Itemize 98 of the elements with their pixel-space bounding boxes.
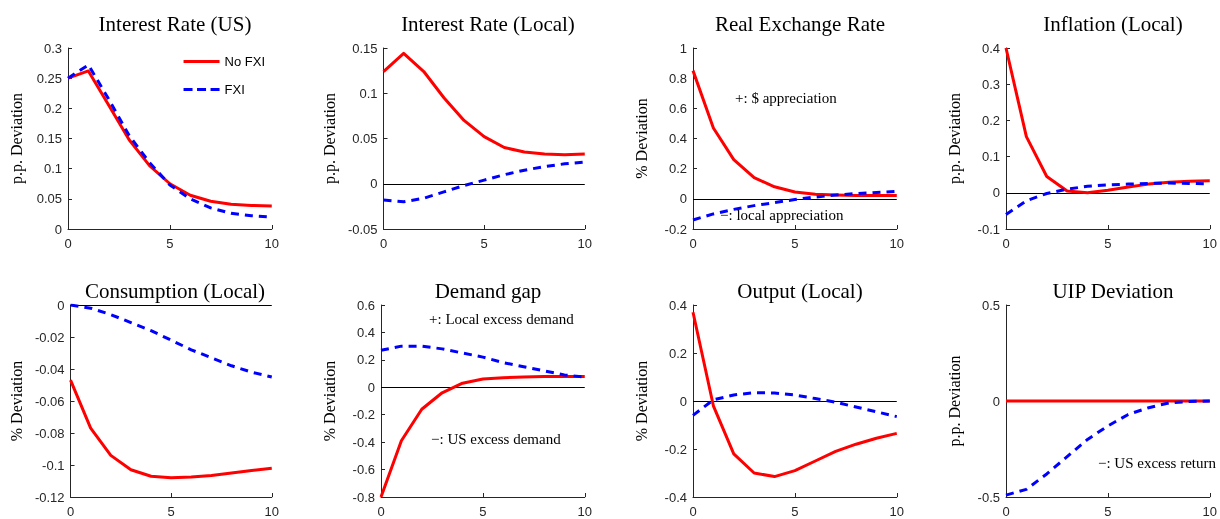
chart-title: Consumption (Local) — [84, 278, 266, 303]
chart-title: Inflation (Local) — [1042, 11, 1183, 36]
y-tick-label: 0 — [54, 221, 62, 237]
y-axis-title: p.p. Deviation — [320, 92, 338, 185]
x-tick-label: 5 — [478, 504, 486, 519]
y-axis-title: % Deviation — [320, 360, 337, 442]
x-tick-label: 10 — [577, 236, 592, 251]
chart-title: Interest Rate (Local) — [400, 11, 575, 36]
legend-label: FXI — [224, 82, 245, 97]
y-tick-label: 0.6 — [356, 297, 375, 313]
y-tick-label: 0.2 — [981, 112, 1000, 128]
y-tick-label: -0.2 — [664, 221, 687, 237]
y-tick-label: 0 — [367, 379, 375, 395]
y-tick-label: 0.2 — [356, 352, 375, 368]
x-tick-label: 0 — [689, 504, 697, 519]
y-tick-label: -0.06 — [34, 393, 65, 409]
y-tick-label: 0 — [369, 176, 378, 192]
y-tick-label: -0.12 — [34, 489, 65, 505]
line-series — [381, 160, 586, 204]
chart-title: Real Exchange Rate — [714, 11, 886, 36]
y-tick-label: 0 — [57, 297, 65, 313]
y-tick-label: 0.15 — [36, 131, 62, 146]
chart-title: Demand gap — [434, 278, 541, 303]
y-tick-label: 0.1 — [358, 85, 378, 101]
line-series — [69, 303, 274, 379]
chart-title: Interest Rate (US) — [98, 11, 252, 36]
y-tick-label: 0.25 — [36, 70, 62, 86]
x-tick-label: 0 — [689, 236, 697, 251]
line-series — [381, 51, 586, 157]
legend-label: No FXI — [224, 54, 266, 69]
y-tick-label: 0 — [679, 393, 687, 409]
x-tick-label: 0 — [66, 504, 75, 519]
x-tick-label: 10 — [577, 504, 592, 519]
y-tick-label: 0.4 — [356, 324, 375, 340]
x-tick-label: 5 — [166, 236, 174, 251]
y-tick-label: -0.4 — [352, 434, 375, 450]
y-tick-label: -0.6 — [352, 462, 375, 478]
x-tick-label: 5 — [791, 236, 799, 251]
y-tick-label: 0.15 — [351, 40, 378, 56]
y-axis-title: % Deviation — [7, 360, 25, 442]
y-tick-label: -0.2 — [352, 407, 375, 423]
x-tick-label: 5 — [791, 504, 799, 519]
y-tick-label: -0.1 — [977, 221, 1000, 237]
y-tick-label: -0.4 — [664, 489, 687, 505]
y-tick-label: -0.05 — [347, 221, 378, 237]
y-tick-label: 0.4 — [981, 40, 1000, 56]
y-tick-label: -0.5 — [977, 489, 1000, 505]
x-tick-label: 10 — [889, 236, 904, 251]
y-tick-label: 0.4 — [668, 297, 687, 313]
y-tick-label: 0.3 — [981, 76, 1000, 92]
chart-title: UIP Deviation — [1051, 278, 1174, 303]
annotation: −: local appreciation — [720, 206, 844, 223]
x-tick-label: 5 — [480, 236, 488, 251]
line-series — [691, 391, 899, 419]
line-series — [691, 69, 899, 198]
x-tick-label: 10 — [889, 504, 904, 519]
x-tick-label: 10 — [264, 504, 279, 519]
x-tick-label: 10 — [1202, 236, 1217, 251]
y-tick-label: 0 — [992, 185, 1000, 201]
y-tick-label: 0.05 — [36, 191, 62, 207]
y-tick-label: 0.2 — [43, 100, 62, 116]
y-tick-label: 1 — [679, 40, 687, 56]
annotation: +: Local excess demand — [428, 310, 574, 327]
chart-title: Output (Local) — [737, 278, 863, 303]
line-series — [691, 310, 899, 479]
x-tick-label: 10 — [1202, 504, 1217, 519]
y-tick-label: 0.4 — [668, 131, 687, 146]
y-axis-title: % Deviation — [632, 98, 650, 179]
line-series — [69, 378, 274, 480]
x-tick-label: 5 — [167, 504, 175, 519]
y-tick-label: 0 — [679, 191, 687, 207]
y-tick-label: -0.8 — [352, 489, 375, 505]
y-tick-label: 0.1 — [43, 161, 62, 177]
x-tick-label: 5 — [1103, 236, 1111, 251]
line-series — [1004, 46, 1211, 195]
annotation: +: $ appreciation — [735, 89, 838, 106]
y-tick-label: 0 — [992, 393, 1000, 409]
y-tick-label: -0.08 — [34, 425, 65, 441]
y-tick-label: -0.1 — [42, 457, 65, 473]
y-tick-label: 0.2 — [668, 345, 687, 361]
y-tick-label: 0.3 — [43, 40, 62, 56]
x-tick-label: 5 — [1103, 504, 1111, 519]
y-tick-label: -0.04 — [34, 361, 65, 377]
y-tick-label: -0.02 — [34, 329, 65, 345]
y-axis-title: p.p. Deviation — [7, 92, 26, 185]
y-axis-title: % Deviation — [632, 360, 650, 442]
y-tick-label: 0.5 — [981, 297, 1000, 313]
y-tick-label: 0.8 — [668, 70, 687, 86]
y-tick-label: 0.6 — [668, 100, 687, 116]
annotation: −: US excess return — [1097, 454, 1216, 471]
y-tick-label: 0.05 — [351, 131, 378, 146]
y-tick-label: -0.2 — [664, 441, 687, 457]
y-tick-label: 0.2 — [668, 161, 687, 177]
annotation: −: US excess demand — [430, 430, 561, 447]
y-tick-label: 0.1 — [981, 149, 1000, 165]
x-tick-label: 10 — [264, 236, 279, 251]
y-axis-title: p.p. Deviation — [945, 355, 963, 447]
y-axis-title: p.p. Deviation — [945, 92, 963, 185]
